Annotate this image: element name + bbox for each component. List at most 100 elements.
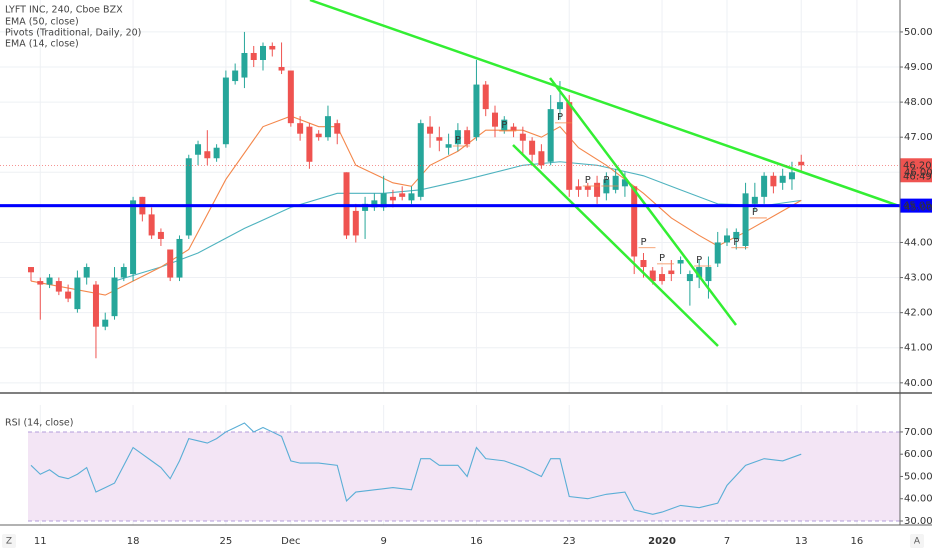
y-tick-label: 40.00 [904, 494, 932, 505]
candle-body [594, 182, 601, 197]
trend-line [549, 77, 737, 326]
candle-body [798, 161, 805, 166]
price-badge [900, 158, 932, 183]
x-tick-label: 11 [34, 536, 47, 547]
candle-body [315, 133, 322, 138]
candle-body [65, 291, 72, 299]
y-tick-label: 47.00 [904, 132, 932, 143]
y-tick-label: 44.00 [904, 237, 932, 248]
candle-body [213, 147, 220, 159]
candle-body [204, 151, 211, 159]
candle-body [334, 123, 341, 134]
candle-body [102, 319, 109, 327]
candle-body [724, 235, 730, 243]
ema-line [114, 161, 802, 282]
candle-body [130, 200, 137, 275]
candle-body [510, 126, 517, 131]
price-badge-label: 46.20 [903, 160, 932, 171]
candle-body [417, 123, 424, 197]
candle-body [195, 144, 202, 155]
y-tick-label: 40.00 [904, 378, 932, 389]
pivot-label: P [603, 175, 609, 186]
x-tick-label: 18 [127, 536, 140, 547]
candle-body [120, 267, 127, 278]
x-tick-label: 2020 [648, 536, 676, 547]
button[interactable] [910, 534, 924, 548]
candle-body [445, 144, 452, 148]
candle-body [427, 126, 434, 134]
legend-entry: EMA (50, close) [5, 17, 79, 28]
y-tick-label: 48.00 [904, 97, 932, 108]
candle-body [287, 70, 294, 124]
trend-line [512, 144, 719, 347]
y-tick-label: 41.00 [904, 343, 932, 354]
x-tick-label: Dec [281, 536, 300, 547]
pivot-label: P [696, 255, 702, 266]
pivot-label: P [455, 135, 461, 146]
ema-line [30, 115, 802, 296]
candle-body [389, 196, 396, 201]
candle-body [148, 214, 155, 236]
candle-body [556, 102, 563, 110]
countdown: 46:49 [903, 171, 932, 182]
candle-body [362, 203, 369, 211]
candle-body [501, 119, 508, 131]
candle-body [566, 102, 573, 190]
rsi-line [30, 422, 802, 515]
candle-body [167, 249, 174, 278]
candle-body [83, 267, 90, 278]
candle-body [37, 281, 44, 285]
y-tick-label: 42.00 [904, 308, 932, 319]
candle-body [436, 137, 443, 141]
pivot-label: P [585, 175, 591, 186]
pivot-label: P [640, 237, 646, 248]
candle-body [324, 116, 331, 138]
candle-body [408, 193, 415, 201]
trend-line [309, 0, 906, 210]
rsi-band [28, 431, 900, 521]
button[interactable] [2, 534, 16, 548]
button-label[interactable]: Z [6, 537, 12, 547]
x-tick-label: 7 [724, 536, 730, 547]
candle-body [686, 274, 693, 282]
candle-body [260, 45, 266, 61]
candle-body [482, 84, 489, 110]
y-tick-label: 43.00 [904, 273, 932, 284]
candle-body [751, 196, 758, 204]
pivot-label: P [501, 120, 507, 131]
candle-body [529, 140, 536, 155]
legend-entry: EMA (14, close) [5, 39, 79, 50]
price-badge-label: 45.05 [903, 201, 932, 212]
y-tick-label: 30.00 [904, 516, 932, 527]
candle-body [640, 260, 647, 268]
y-tick-label: 46.00 [904, 167, 932, 178]
candle-body [371, 200, 378, 208]
rsi-band [28, 431, 900, 522]
x-tick-label: 16 [470, 536, 483, 547]
candle-body [788, 172, 795, 180]
candle-body [492, 112, 498, 127]
candle-body [399, 193, 406, 197]
button-label[interactable]: A [914, 537, 921, 547]
candle-body [612, 175, 619, 190]
candle-body [473, 84, 480, 138]
rsi-title: RSI (14, close) [5, 418, 73, 429]
candle-body [454, 130, 461, 145]
y-tick-label: 50.00 [904, 27, 932, 38]
x-tick-label: 23 [563, 536, 576, 547]
price-badge [900, 198, 932, 213]
candle-body [584, 186, 591, 190]
y-tick-label: 45.00 [904, 202, 932, 213]
candle-body [677, 260, 684, 264]
candle-body [705, 267, 712, 282]
candle-body [74, 277, 81, 310]
candle-body [696, 267, 703, 278]
candle-body [157, 231, 164, 239]
x-tick-label: 9 [380, 536, 386, 547]
candle-body [352, 210, 359, 236]
candle-body [28, 267, 34, 273]
candle-body [538, 151, 545, 166]
candle-body [519, 133, 526, 141]
